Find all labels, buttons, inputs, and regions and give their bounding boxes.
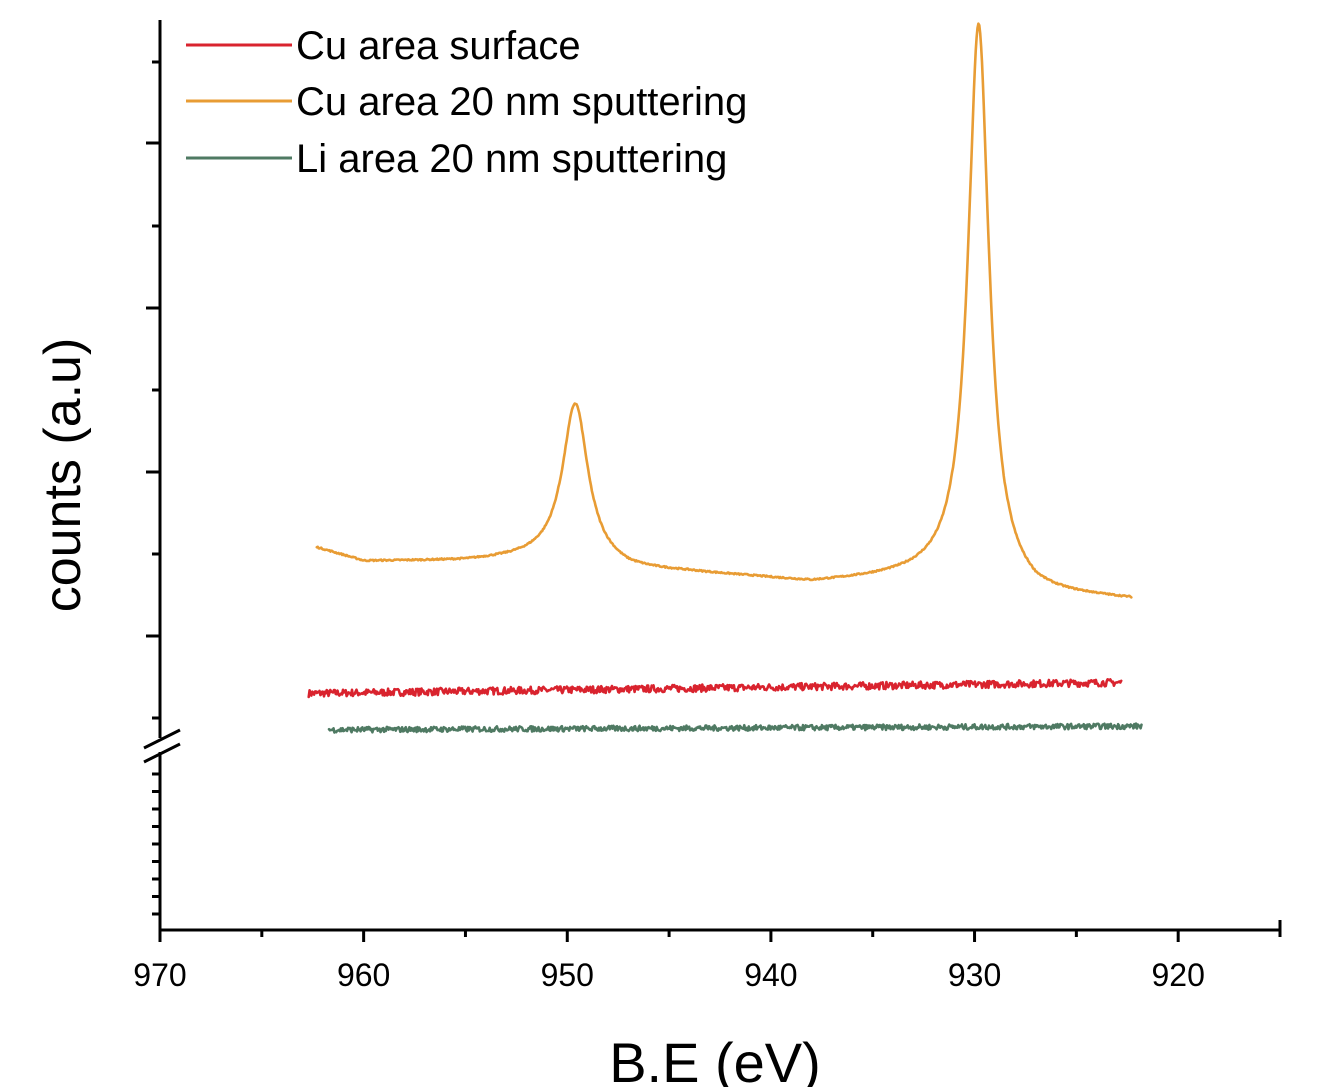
x-tick-label: 930 xyxy=(948,957,1001,993)
series-layer xyxy=(307,22,1143,734)
x-tick-label: 920 xyxy=(1151,957,1204,993)
y-axis-title: counts (a.u) xyxy=(34,338,92,613)
x-axis: 970 960 950 940 930 920 xyxy=(133,920,1282,993)
legend-label: Li area 20 nm sputtering xyxy=(296,137,727,181)
series-line-3 xyxy=(327,722,1143,734)
series-line-2 xyxy=(315,22,1133,599)
legend-label: Cu area 20 nm sputtering xyxy=(296,80,747,124)
axis-break-mark xyxy=(143,728,181,764)
x-ticks: 970 960 950 940 930 920 xyxy=(133,920,1282,993)
legend-label: Cu area surface xyxy=(296,24,581,68)
x-tick-label: 950 xyxy=(541,957,594,993)
x-tick-label: 960 xyxy=(337,957,390,993)
x-axis-title: B.E (eV) xyxy=(609,1031,821,1087)
x-tick-label: 940 xyxy=(744,957,797,993)
series-line-1 xyxy=(307,678,1123,699)
legend: Cu area surface Cu area 20 nm sputtering L… xyxy=(186,24,747,181)
x-tick-label: 970 xyxy=(133,957,186,993)
y-axis xyxy=(143,20,181,930)
y-ticks xyxy=(146,60,160,916)
